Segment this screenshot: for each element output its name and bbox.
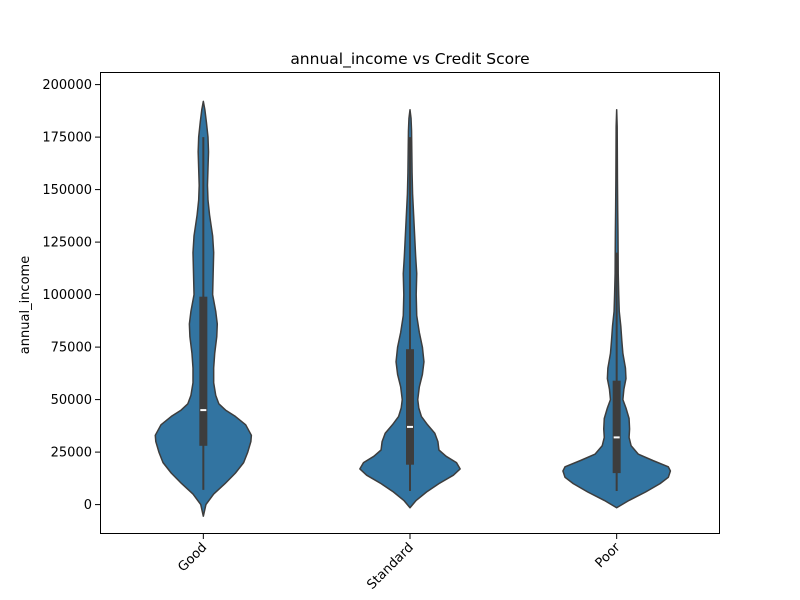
chart-title: annual_income vs Credit Score <box>290 50 529 69</box>
violins-group <box>154 100 672 517</box>
violin-standard <box>359 109 461 509</box>
violin-poor <box>562 109 672 509</box>
y-tick-label: 200000 <box>42 78 92 93</box>
y-tick-label: 50000 <box>51 393 92 408</box>
y-tick-label: 100000 <box>42 288 92 303</box>
y-tick-label: 175000 <box>42 131 92 146</box>
y-tick-label: 150000 <box>42 183 92 198</box>
violin-good <box>154 100 253 517</box>
y-tick-label: 25000 <box>51 446 92 461</box>
y-axis-label: annual_income <box>18 256 33 354</box>
violin-iqr-box <box>612 380 621 474</box>
y-tick-label: 125000 <box>42 236 92 251</box>
y-tick-label: 75000 <box>51 341 92 356</box>
violin-iqr-box <box>199 296 208 446</box>
y-tick-label: 0 <box>84 498 92 513</box>
plot-frame <box>100 72 720 534</box>
violin-iqr-box <box>406 349 414 465</box>
y-axis: 0 25000 50000 75000 100000 125000 150000 175000… <box>42 78 100 513</box>
